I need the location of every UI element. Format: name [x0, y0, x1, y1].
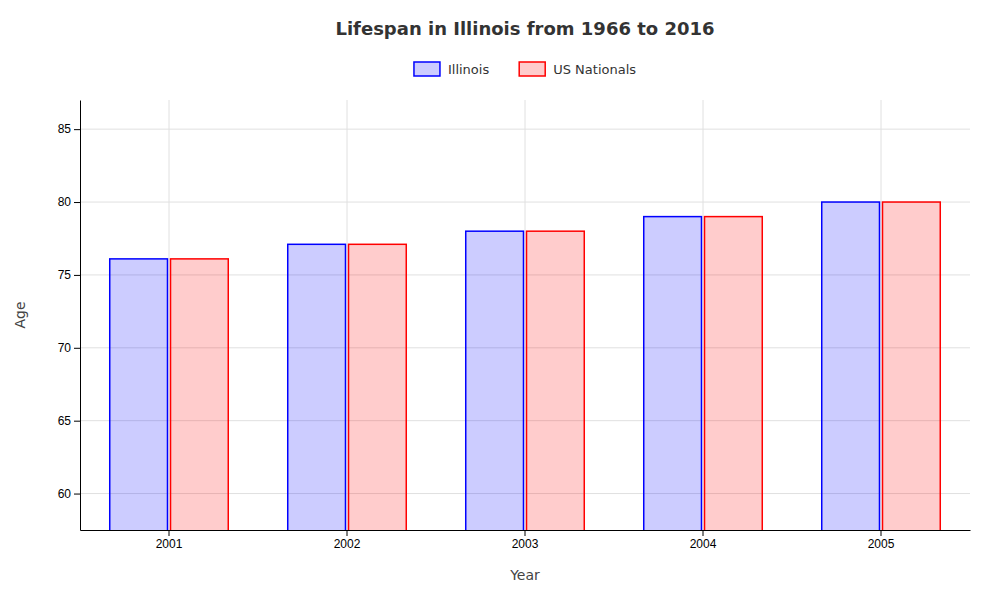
- legend: Illinois US Nationals: [414, 62, 636, 77]
- tick-label: 70: [58, 341, 72, 355]
- tick-mark: [347, 530, 348, 536]
- legend-item: Illinois: [414, 62, 489, 77]
- tick-label: 75: [58, 268, 72, 282]
- tick: 2001: [156, 530, 183, 551]
- tick: 60: [58, 487, 80, 501]
- tick: 85: [58, 122, 80, 136]
- bar: [883, 202, 941, 530]
- bars: [110, 202, 941, 530]
- x-axis-title: Year: [509, 567, 540, 583]
- tick-label: 2002: [334, 537, 361, 551]
- y-axis-title: Age: [12, 301, 28, 328]
- tick-mark: [169, 530, 170, 536]
- tick: 2004: [690, 530, 717, 551]
- bar: [349, 244, 407, 530]
- grid-line: [347, 100, 348, 530]
- axis-line: [80, 101, 81, 531]
- tick: 65: [58, 414, 80, 428]
- title: Lifespan in Illinois from 1966 to 2016: [335, 18, 714, 39]
- tick-mark: [74, 275, 80, 276]
- tick-label: 85: [58, 122, 72, 136]
- plot: 60 65 70 75 80 85 2001 2002 2003 2004 2005: [58, 100, 971, 600]
- tick-mark: [74, 129, 80, 130]
- tick-mark: [74, 202, 80, 203]
- tick-label: 65: [58, 414, 72, 428]
- bar: [288, 244, 346, 530]
- tick: 2003: [512, 530, 539, 551]
- tick-label: 2001: [156, 537, 183, 551]
- legend-swatch: [414, 62, 440, 76]
- legend-label: Illinois: [448, 62, 489, 77]
- tick: 2002: [334, 530, 361, 551]
- tick-mark: [881, 530, 882, 536]
- tick-label: 80: [58, 195, 72, 209]
- tick-mark: [703, 530, 704, 536]
- tick-label: 2005: [868, 537, 895, 551]
- tick: 80: [58, 195, 80, 209]
- bar: [705, 217, 763, 530]
- grid-line: [881, 100, 882, 530]
- bar: [644, 217, 702, 530]
- bar-series: [171, 202, 941, 530]
- grid-line: [169, 100, 170, 530]
- legend-label: US Nationals: [553, 62, 636, 77]
- tick: 75: [58, 268, 80, 282]
- legend-swatch: [519, 62, 545, 76]
- tick-mark: [74, 494, 80, 495]
- y-axis: 60 65 70 75 80 85: [58, 101, 81, 531]
- bar: [110, 259, 168, 530]
- tick-mark: [74, 348, 80, 349]
- tick-mark: [525, 530, 526, 536]
- tick-label: 2003: [512, 537, 539, 551]
- bar: [171, 259, 229, 530]
- grid-line: [703, 100, 704, 530]
- chart: 60 65 70 75 80 85 2001 2002 2003 2004 2005 Year Age L…: [0, 0, 1000, 600]
- tick-label: 60: [58, 487, 72, 501]
- bar: [527, 231, 585, 530]
- bar-series: [110, 202, 880, 530]
- tick-label: 2004: [690, 537, 717, 551]
- tick-mark: [74, 421, 80, 422]
- x-axis: 2001 2002 2003 2004 2005: [81, 530, 971, 551]
- tick: 2005: [868, 530, 895, 551]
- grid-line: [525, 100, 526, 530]
- tick: 70: [58, 341, 80, 355]
- bar: [466, 231, 524, 530]
- bar: [822, 202, 880, 530]
- legend-item: US Nationals: [519, 62, 636, 77]
